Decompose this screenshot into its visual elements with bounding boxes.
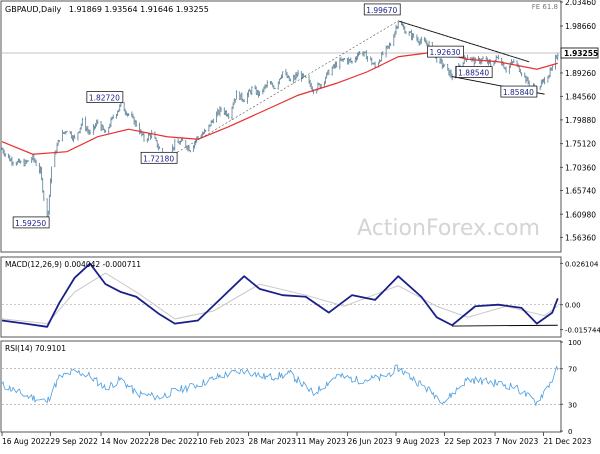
fib-label: FE 61.8 <box>532 3 558 11</box>
macd-panel-frame <box>0 256 562 338</box>
x-axis-tick-label: 22 Sep 2023 <box>444 437 492 446</box>
price-label-box <box>86 91 124 103</box>
price-y-tick-label: 1.60980 <box>565 210 596 219</box>
moving-average-line <box>1 51 558 155</box>
rsi-layer <box>1 364 560 407</box>
macd-layer <box>1 262 560 328</box>
price-y-tick-label: 1.98660 <box>565 22 596 31</box>
price-label: 1.59250 <box>15 219 46 228</box>
x-axis-tick-label: 9 Aug 2023 <box>396 437 439 446</box>
price-label: 1.82720 <box>89 94 120 103</box>
price-y-tick-label: 1.75120 <box>565 140 596 149</box>
symbol-label: GBPAUD,Daily <box>5 5 62 14</box>
price-panel-frame <box>0 0 562 253</box>
macd-trend-line <box>452 324 558 327</box>
price-y-tick-label: 1.65740 <box>565 186 596 195</box>
rsi-y-tick-label: 0 <box>568 428 572 436</box>
price-y-tick-label: 1.79880 <box>565 116 596 125</box>
rsi-panel-frame <box>0 340 562 433</box>
price-y-tick-label: 1.84560 <box>565 92 596 101</box>
price-y-tick-label: 1.56360 <box>565 233 596 242</box>
x-axis-tick-label: 11 May 2023 <box>297 437 346 446</box>
macd-line <box>1 262 559 328</box>
projection-line <box>398 20 530 63</box>
price-label-box <box>455 66 493 78</box>
price-y-tick-label: 1.89260 <box>565 69 596 78</box>
rsi-title: RSI(14) 70.9101 <box>5 344 66 353</box>
x-axis-tick-label: 7 Nov 2023 <box>495 437 538 446</box>
price-label: 1.92630 <box>430 48 461 57</box>
macd-title: MACD(12,26,9) 0.004042 -0.000711 <box>5 260 141 269</box>
price-y-tick-label: 1.70360 <box>565 163 596 172</box>
x-axis-tick-label: 26 Jun 2023 <box>348 437 393 446</box>
current-price-label: 1.93255 <box>564 49 598 58</box>
price-label: 1.72180 <box>143 154 174 163</box>
macd-signal-line <box>1 272 559 325</box>
projection-line <box>166 20 399 159</box>
macd-y-tick-label: 0.026104 <box>565 260 599 268</box>
moving-average-layer <box>1 51 558 155</box>
price-label-box <box>500 85 538 98</box>
price-label: 1.88540 <box>458 69 489 78</box>
watermark: ActionForex.com <box>357 216 540 241</box>
price-label: 1.99670 <box>366 6 397 15</box>
price-label-box <box>140 151 178 164</box>
ohlc-readout: 1.91869 1.93564 1.91646 1.93255 <box>69 5 209 14</box>
rsi-y-tick-label: 70 <box>568 366 577 374</box>
price-label: 1.85840 <box>503 88 534 97</box>
x-axis-tick-label: 16 Aug 2022 <box>2 437 50 446</box>
macd-y-tick-label: 0.00 <box>565 302 581 310</box>
x-axis-tick-label: 10 Feb 2023 <box>198 437 245 446</box>
macd-y-tick-label: -0.015744 <box>565 327 600 335</box>
x-axis-tick-label: 21 Dec 2023 <box>543 437 591 446</box>
x-axis-tick-label: 28 Dec 2022 <box>149 437 197 446</box>
x-axis-tick-label: 14 Nov 2022 <box>101 437 149 446</box>
chart-title: GBPAUD,Daily 1.91869 1.93564 1.91646 1.9… <box>5 5 209 14</box>
rsi-y-tick-label: 100 <box>568 339 581 347</box>
rsi-y-tick-label: 30 <box>568 401 577 409</box>
rsi-line <box>1 364 559 407</box>
current-price-box <box>560 47 599 59</box>
price-label-box <box>427 45 464 58</box>
price-label-box <box>12 216 50 229</box>
x-axis-tick-label: 29 Sep 2022 <box>50 437 98 446</box>
price-layer <box>1 20 559 225</box>
price-label-layer: 1.99670 1.82720 1.72180 1.59250 1.92630 1.885… <box>12 3 538 229</box>
x-axis-tick-label: 28 Mar 2023 <box>249 437 297 446</box>
price-label-box <box>363 3 401 16</box>
price-y-tick-label: 2.03460 <box>565 0 596 7</box>
